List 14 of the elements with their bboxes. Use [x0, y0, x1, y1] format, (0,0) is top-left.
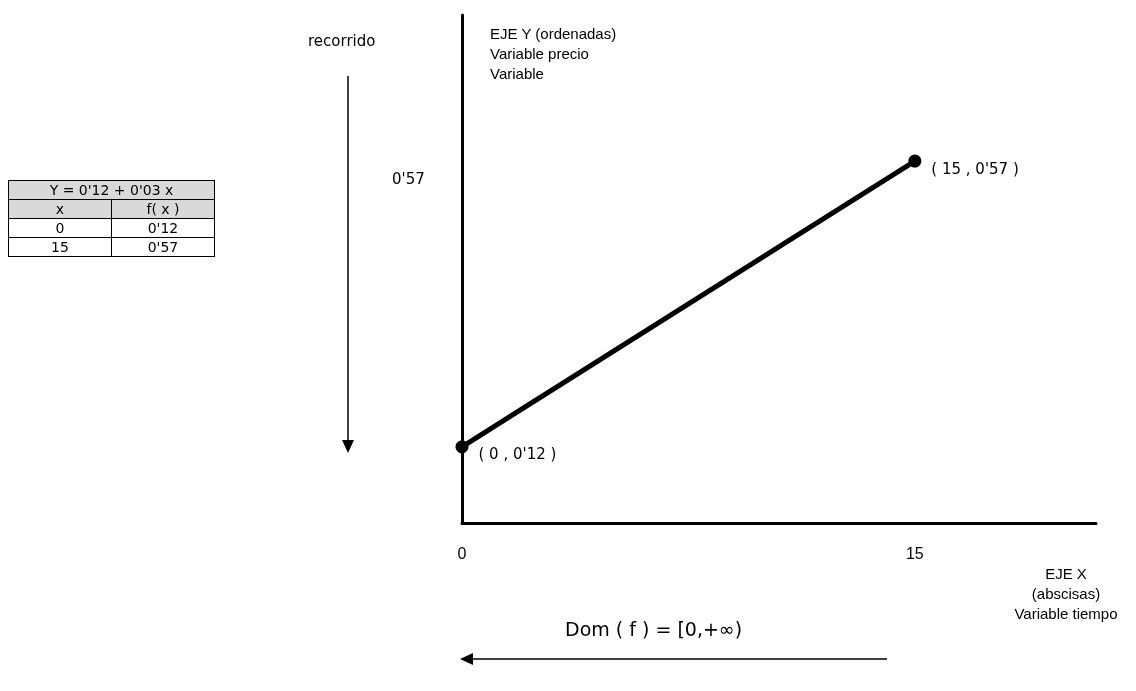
text: Y = 0'12 + 0'03 x — [8, 180, 215, 200]
y-axis-title: EJE Y (ordenadas) Variable precio Variable — [490, 24, 617, 82]
text: 0 — [8, 218, 112, 238]
text: recorrido — [308, 32, 376, 50]
text: Dom ( f ) = [0,+∞) — [565, 618, 743, 640]
text: 0'57 — [392, 170, 425, 188]
text: 15 — [8, 237, 112, 257]
data-label: ( 0 , 0'12 ) — [478, 445, 557, 464]
text: 0'57 — [111, 237, 215, 257]
text: f( x ) — [111, 199, 215, 219]
text: 0'12 — [111, 218, 215, 238]
data-label: ( 15 , 0'57 ) — [931, 159, 1019, 178]
text: x — [8, 199, 112, 219]
x-axis-title: EJE X (abscisas) Variable tiempo — [1014, 564, 1118, 622]
